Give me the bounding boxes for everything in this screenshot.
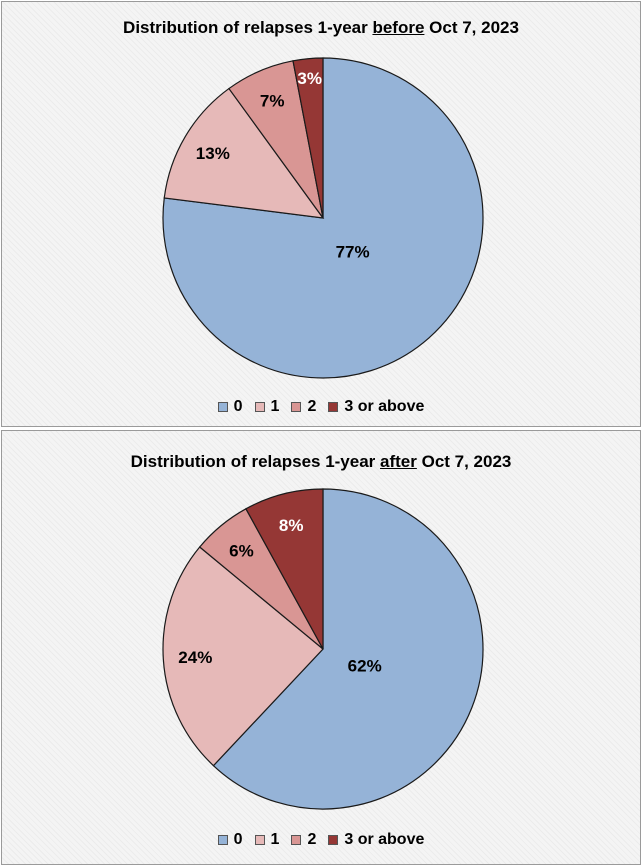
chart-title: Distribution of relapses 1-year before O…	[2, 18, 640, 38]
title-emphasis: after	[380, 452, 417, 471]
title-prefix: Distribution of relapses 1-year	[130, 452, 381, 471]
legend-item-0: 0	[217, 398, 243, 416]
legend-label: 1	[270, 398, 280, 415]
pie-slice-3-or-above	[292, 57, 324, 219]
legend-item-2: 2	[291, 398, 316, 416]
chart-panel-before: Distribution of relapses 1-year before O…	[1, 1, 641, 427]
legend-item-1: 1	[254, 831, 280, 849]
legend: 0 1 2 3 or above	[2, 831, 640, 849]
chart-panel-after: Distribution of relapses 1-year after Oc…	[1, 430, 641, 865]
legend-label: 3 or above	[344, 398, 425, 415]
legend-swatch	[217, 835, 228, 845]
legend: 0 1 2 3 or above	[2, 398, 640, 416]
title-prefix: Distribution of relapses 1-year	[123, 18, 373, 37]
legend-item-0: 0	[217, 831, 243, 849]
pie-slice-1	[162, 546, 324, 767]
pie-slice-0	[162, 57, 484, 379]
legend-label: 3 or above	[344, 831, 425, 848]
legend-item-3: 3 or above	[328, 398, 424, 416]
legend-swatch	[291, 835, 302, 845]
data-label: 13%	[196, 144, 230, 163]
data-label: 8%	[279, 516, 304, 535]
legend-label: 2	[307, 831, 317, 848]
legend-label: 2	[307, 398, 317, 415]
pie-chart-before: 77% 13% 7% 3%	[162, 57, 484, 379]
title-suffix: Oct 7, 2023	[424, 18, 519, 37]
data-label: 6%	[229, 541, 254, 560]
pie-chart-after: 62% 24% 6% 8%	[162, 488, 484, 810]
legend-item-3: 3 or above	[328, 831, 424, 849]
data-label: 3%	[297, 69, 322, 88]
data-label: 7%	[260, 92, 285, 111]
legend-item-1: 1	[254, 398, 280, 416]
legend-item-2: 2	[291, 831, 316, 849]
title-emphasis: before	[372, 18, 425, 37]
legend-swatch	[254, 835, 265, 845]
legend-label: 1	[270, 831, 280, 848]
pie-slice-0	[212, 488, 484, 810]
data-label: 77%	[336, 243, 370, 262]
legend-swatch	[328, 402, 339, 412]
data-label: 24%	[178, 648, 212, 667]
legend-label: 0	[233, 831, 243, 848]
title-suffix: Oct 7, 2023	[416, 452, 512, 471]
legend-label: 0	[233, 398, 243, 415]
pie-slice-1	[163, 87, 325, 219]
data-label: 62%	[348, 657, 382, 676]
legend-swatch	[217, 402, 228, 412]
chart-title: Distribution of relapses 1-year after Oc…	[2, 452, 640, 472]
legend-swatch	[291, 402, 302, 412]
pie-slice-3-or-above	[245, 488, 324, 650]
legend-swatch	[328, 835, 339, 845]
legend-swatch	[254, 402, 265, 412]
